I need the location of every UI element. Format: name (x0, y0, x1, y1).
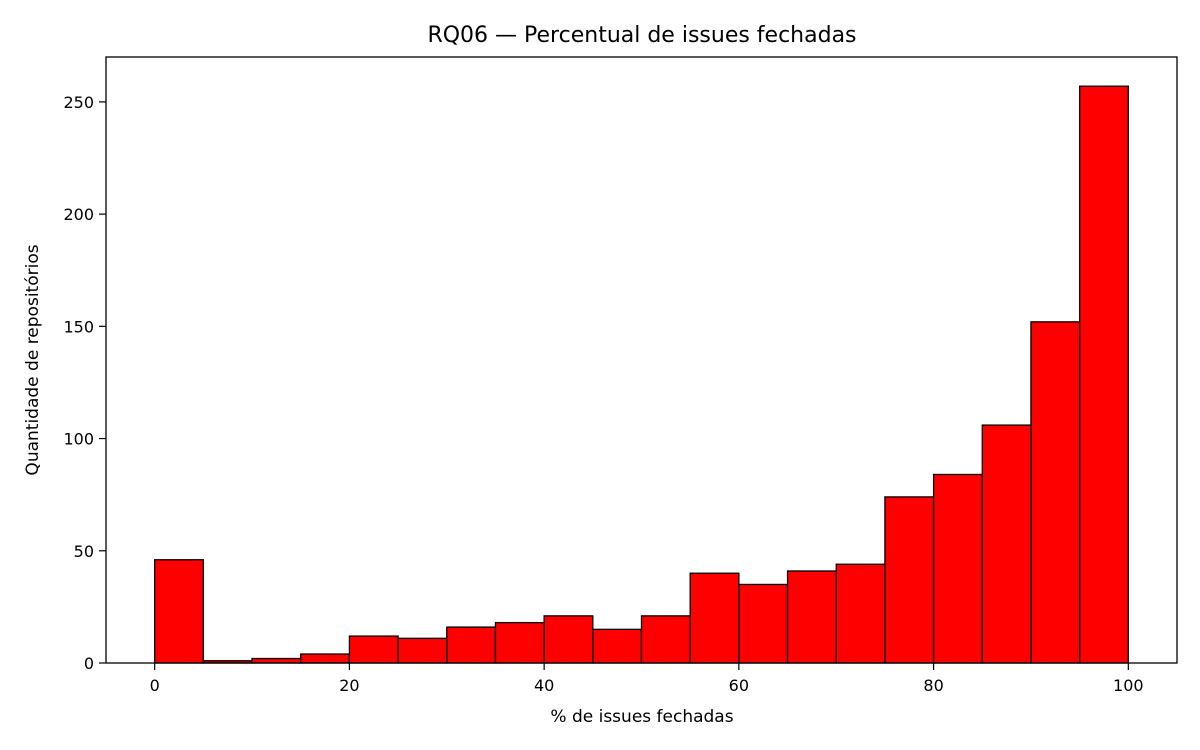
y-tick-label: 250 (63, 93, 94, 112)
y-ticks: 0 50 100 150 200 250 (63, 93, 106, 673)
histogram-bar-19 (1078, 85, 1129, 664)
x-tick-label: 40 (534, 676, 554, 695)
histogram-bar-17 (981, 424, 1032, 664)
y-tick-label: 150 (63, 317, 94, 336)
histogram-bar-10 (640, 615, 691, 664)
chart-title: RQ06 — Percentual de issues fechadas (427, 23, 856, 48)
histogram-bar-9 (592, 628, 643, 664)
histogram-bar-7 (494, 621, 545, 664)
histogram-bar-6 (446, 626, 497, 664)
histogram-bar-8 (543, 615, 594, 664)
histogram-bar-4 (348, 635, 399, 664)
histogram-bar-16 (932, 473, 983, 664)
histogram-bar-12 (738, 583, 789, 664)
y-tick-label: 100 (63, 430, 94, 449)
x-tick-label: 20 (339, 676, 359, 695)
histogram-bar-18 (1030, 321, 1081, 664)
bars-layer (154, 85, 1129, 664)
y-tick-label: 200 (63, 205, 94, 224)
histogram-bar-11 (689, 572, 740, 664)
plot-frame (105, 56, 1178, 664)
x-ticks: 0 20 40 60 80 100 (150, 663, 1144, 695)
x-tick-label: 80 (923, 676, 943, 695)
x-tick-label: 0 (150, 676, 160, 695)
histogram-bar-2 (251, 657, 302, 664)
histogram-bar-3 (300, 653, 351, 664)
histogram-bar-5 (397, 637, 448, 664)
x-axis-label: % de issues fechadas (550, 707, 733, 727)
y-axis-label: Quantidade de repositórios (23, 244, 43, 475)
histogram-bar-15 (884, 496, 935, 664)
histogram-bar-13 (786, 570, 837, 664)
y-tick-label: 0 (84, 654, 94, 673)
histogram-bar-0 (154, 559, 205, 664)
x-tick-label: 100 (1113, 676, 1144, 695)
x-tick-label: 60 (729, 676, 749, 695)
y-tick-label: 50 (74, 542, 94, 561)
histogram-bar-14 (835, 563, 886, 664)
